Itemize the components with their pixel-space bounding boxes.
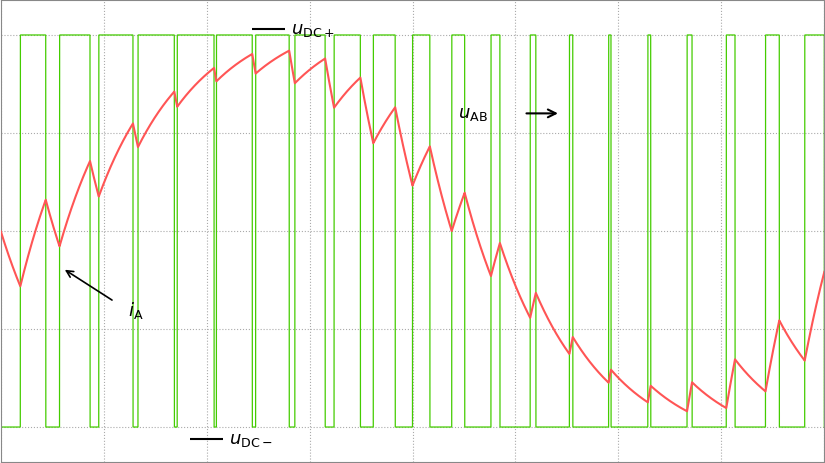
Text: $u_\mathrm{DC-}$: $u_\mathrm{DC-}$ — [229, 430, 272, 448]
Text: $u_\mathrm{AB}$: $u_\mathrm{AB}$ — [458, 105, 488, 123]
Text: $u_\mathrm{DC+}$: $u_\mathrm{DC+}$ — [290, 21, 334, 39]
Text: $i_\mathrm{A}$: $i_\mathrm{A}$ — [129, 299, 144, 320]
